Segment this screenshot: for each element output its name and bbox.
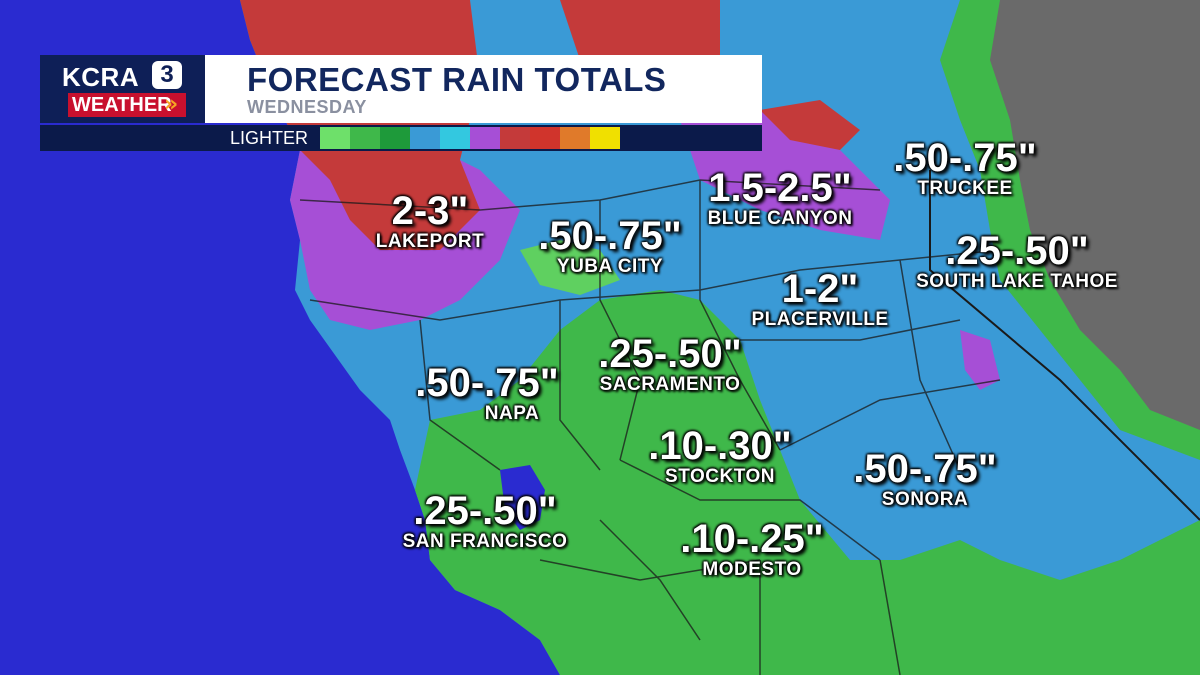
city-name: SONORA	[881, 489, 969, 510]
city-name: STOCKTON	[665, 466, 775, 487]
city-name: TRUCKEE	[917, 178, 1013, 199]
city-name: PLACERVILLE	[751, 309, 889, 330]
legend-swatch	[350, 127, 380, 149]
legend-swatch	[320, 127, 350, 149]
city-name: SOUTH LAKE TAHOE	[916, 271, 1118, 292]
rain-amount: .10-.25"	[680, 517, 824, 561]
legend-swatch	[560, 127, 590, 149]
county-borders	[299, 179, 1001, 675]
rain-label-san-francisco: .25-.50" SAN FRANCISCO	[403, 490, 568, 552]
page-subtitle: WEDNESDAY	[247, 97, 367, 117]
graphic-header: KCRA 3 WEATHER » FORECAST RAIN TOTALS WE…	[40, 55, 762, 151]
rain-label-sacramento: .25-.50" SACRAMENTO	[598, 333, 742, 395]
legend-swatch	[470, 127, 500, 149]
rain-amount: .25-.50"	[598, 332, 742, 376]
legend-bar: LIGHTER	[40, 125, 762, 151]
rain-amount: .50-.75"	[853, 447, 997, 491]
city-name: NAPA	[484, 403, 540, 424]
rain-label-south-lake-tahoe: .25-.50" SOUTH LAKE TAHOE	[916, 230, 1118, 292]
rain-amount: .25-.50"	[413, 489, 557, 533]
legend-swatch	[410, 127, 440, 149]
rain-label-stockton: .10-.30" STOCKTON	[648, 425, 792, 487]
land-heavy-rain-east	[960, 330, 1000, 390]
rain-amount: .50-.75"	[893, 136, 1037, 180]
rain-amount: 1-2"	[781, 267, 859, 311]
chevron-right-icon: »	[164, 92, 179, 117]
page-title: FORECAST RAIN TOTALS	[247, 61, 667, 98]
land-very-heavy-rain-ne	[760, 100, 860, 150]
rain-label-modesto: .10-.25" MODESTO	[680, 518, 824, 580]
city-name: SACRAMENTO	[599, 374, 741, 395]
brand-name: KCRA	[62, 62, 140, 92]
legend-swatch	[380, 127, 410, 149]
rain-label-blue-canyon: 1.5-2.5" BLUE CANYON	[708, 167, 853, 229]
legend-swatch	[590, 127, 620, 149]
rain-amount: 2-3"	[391, 189, 469, 233]
weather-tag: WEATHER	[68, 93, 186, 117]
city-name: YUBA CITY	[556, 256, 664, 277]
rain-label-napa: .50-.75" NAPA	[415, 362, 559, 424]
legend-swatch	[500, 127, 530, 149]
rain-label-yuba-city: .50-.75" YUBA CITY	[538, 215, 682, 277]
rain-label-sonora: .50-.75" SONORA	[853, 448, 997, 510]
rain-amount: .10-.30"	[648, 424, 792, 468]
rain-label-lakeport: 2-3" LAKEPORT	[376, 190, 485, 252]
city-name: BLUE CANYON	[707, 208, 853, 229]
rain-amount: .50-.75"	[415, 361, 559, 405]
land-light-rain	[415, 290, 1200, 675]
city-name: LAKEPORT	[375, 231, 485, 252]
land-light-rain-yuba	[520, 240, 620, 295]
rain-label-truckee: .50-.75" TRUCKEE	[893, 137, 1037, 199]
rain-amount: 1.5-2.5"	[708, 166, 852, 210]
station-logo: KCRA 3 WEATHER »	[40, 55, 205, 123]
rain-amount: .25-.50"	[945, 229, 1089, 273]
sf-bay	[500, 465, 545, 530]
rain-label-placerville: 1-2" PLACERVILLE	[751, 268, 888, 330]
city-name: SAN FRANCISCO	[402, 531, 568, 552]
title-box: FORECAST RAIN TOTALS WEDNESDAY	[205, 55, 762, 123]
legend-swatches	[320, 127, 620, 149]
rain-amount: .50-.75"	[538, 214, 682, 258]
land-gray-terrain	[990, 0, 1200, 430]
legend-swatch	[530, 127, 560, 149]
state-border	[929, 170, 1200, 521]
legend-label: LIGHTER	[230, 128, 309, 148]
legend-swatch	[440, 127, 470, 149]
brand-number: 3	[152, 61, 182, 89]
city-name: MODESTO	[702, 559, 802, 580]
